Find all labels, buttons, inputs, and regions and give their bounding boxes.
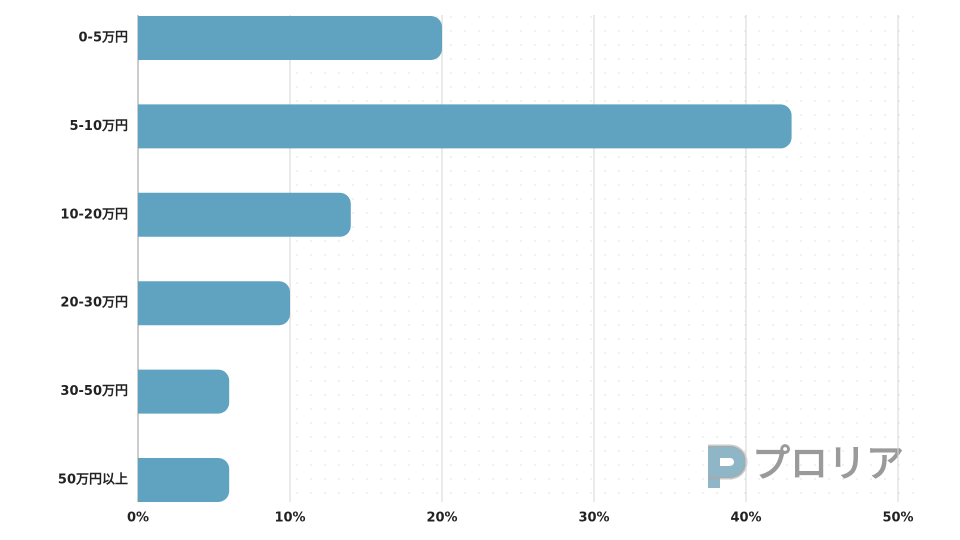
x-tick-label: 20% bbox=[426, 511, 457, 526]
y-tick-label: 20-30万円 bbox=[60, 296, 128, 311]
bar bbox=[138, 369, 230, 414]
bar bbox=[138, 281, 290, 326]
watermark: プロリア bbox=[752, 442, 904, 486]
bar bbox=[138, 16, 442, 60]
x-tick-label: 30% bbox=[578, 511, 609, 526]
y-tick-label: 5-10万円 bbox=[69, 119, 128, 134]
y-tick-label: 50万円以上 bbox=[58, 473, 128, 488]
x-tick-label: 0% bbox=[127, 511, 149, 526]
y-tick-label: 0-5万円 bbox=[79, 31, 129, 46]
x-tick-label: 40% bbox=[730, 511, 761, 526]
bar bbox=[138, 458, 230, 502]
y-tick-label: 10-20万円 bbox=[60, 207, 128, 222]
bar bbox=[138, 104, 792, 149]
y-tick-label: 30-50万円 bbox=[60, 384, 128, 399]
x-tick-label: 10% bbox=[274, 511, 305, 526]
x-tick-label: 50% bbox=[882, 511, 913, 526]
bar bbox=[138, 192, 351, 237]
background-pattern bbox=[290, 15, 920, 502]
